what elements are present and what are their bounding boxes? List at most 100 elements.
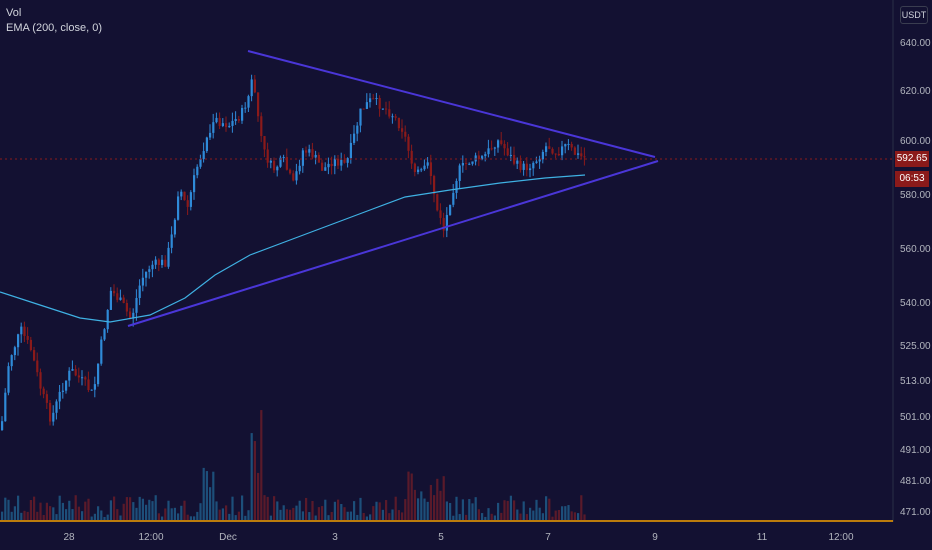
ema-line: [0, 174, 586, 323]
volume-bar: [426, 501, 429, 520]
volume-bar: [279, 509, 282, 520]
candle-body: [333, 158, 336, 167]
volume-bar: [369, 514, 372, 520]
time-tick-label: 12:00: [138, 532, 163, 543]
candle-body: [295, 171, 298, 181]
volume-bar: [436, 478, 439, 520]
candle-body: [541, 151, 544, 160]
volume-bar: [551, 516, 554, 520]
volume-bar: [148, 499, 151, 520]
candle-body: [433, 176, 436, 195]
volume-bar: [420, 491, 423, 520]
volume-bar: [397, 510, 400, 520]
volume-bar: [295, 505, 298, 520]
candle-body: [241, 108, 244, 121]
candle-body: [561, 146, 564, 156]
volume-bar: [423, 498, 426, 520]
volume-bar: [452, 515, 455, 520]
candle-body: [321, 162, 324, 171]
volume-bar: [74, 495, 77, 520]
volume-bar: [196, 511, 199, 520]
volume-bar: [282, 505, 285, 520]
volume-bar: [202, 467, 205, 520]
volume-bar: [493, 515, 496, 520]
volume-bar: [497, 502, 500, 520]
volume-bar: [353, 501, 356, 520]
candle-body: [186, 200, 189, 207]
candle-body: [522, 163, 525, 170]
volume-bar: [305, 497, 308, 520]
candle-body: [173, 219, 176, 235]
candle-body: [36, 360, 39, 373]
volume-bar: [20, 512, 23, 520]
volume-bar: [541, 513, 544, 520]
volume-bar: [39, 502, 42, 520]
volume-bar: [269, 515, 272, 520]
candle-body: [391, 116, 394, 118]
candle-body: [573, 147, 576, 155]
candle-body: [461, 163, 464, 166]
candle-body: [263, 136, 266, 150]
volume-bar: [327, 515, 330, 520]
candle-body: [141, 277, 144, 286]
candle-body: [103, 329, 106, 340]
candle-body: [426, 162, 429, 166]
volume-bar: [4, 497, 7, 520]
volume-bar: [285, 509, 288, 520]
candle-body: [519, 160, 522, 170]
candle-body: [257, 92, 260, 117]
candle-body: [266, 149, 269, 163]
volume-bar: [199, 503, 202, 520]
volume-bar: [189, 516, 192, 520]
candle-body: [164, 259, 167, 267]
candle-body: [279, 157, 282, 167]
volume-bar: [484, 516, 487, 520]
candle-body: [119, 297, 122, 300]
candle-body: [314, 154, 317, 158]
volume-bar: [205, 471, 208, 520]
candle-body: [564, 144, 567, 147]
candle-body: [308, 149, 311, 153]
candle-body: [87, 379, 90, 391]
volume-bar: [247, 510, 250, 520]
currency-button[interactable]: USDT: [900, 6, 928, 24]
candle-body: [228, 125, 231, 128]
candle-body: [570, 143, 573, 148]
chart-legend: Vol EMA (200, close, 0): [6, 6, 102, 36]
volume-bar: [13, 506, 16, 520]
candle-body: [311, 149, 314, 158]
volume-bar: [359, 497, 362, 520]
candle-body: [193, 175, 196, 193]
volume-bar: [522, 501, 525, 520]
candle-body: [145, 271, 148, 278]
candle-body: [282, 157, 285, 159]
candle-body: [10, 355, 13, 367]
candle-body: [349, 142, 352, 159]
volume-bar: [151, 501, 154, 520]
candle-body: [545, 146, 548, 152]
candle-body: [55, 401, 58, 413]
candle-body: [378, 97, 381, 109]
volume-bar: [381, 509, 384, 520]
candle-body: [196, 166, 199, 176]
candle-body: [449, 204, 452, 215]
candle-body: [317, 154, 320, 163]
candle-body: [138, 285, 141, 298]
volume-bar: [429, 484, 432, 520]
volume-bar: [145, 504, 148, 520]
volume-bar: [90, 516, 93, 520]
candle-body: [490, 148, 493, 150]
volume-bar: [471, 503, 474, 520]
volume-bar: [154, 495, 157, 520]
volume-bar: [71, 509, 74, 520]
candle-body: [580, 153, 583, 157]
candle-body: [61, 390, 64, 392]
volume-bar: [29, 499, 32, 520]
volume-bar: [461, 499, 464, 520]
volume-bar: [337, 499, 340, 520]
volume-bar: [167, 500, 170, 520]
volume-bar: [125, 497, 128, 520]
volume-bar: [519, 513, 522, 520]
volume-bar: [474, 497, 477, 520]
